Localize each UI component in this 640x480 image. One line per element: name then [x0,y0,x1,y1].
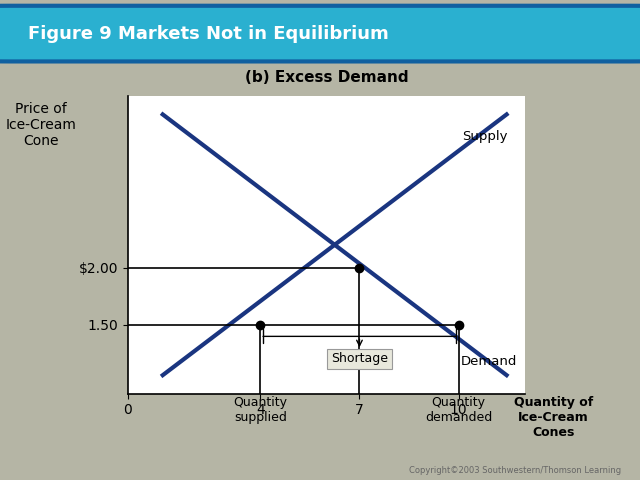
Text: Quantity of
Ice-Cream
Cones: Quantity of Ice-Cream Cones [514,396,593,439]
Text: (b) Excess Demand: (b) Excess Demand [244,71,408,85]
Text: Supply: Supply [462,130,508,143]
Text: Shortage: Shortage [331,352,388,365]
Y-axis label: Price of
Ice-Cream
Cone: Price of Ice-Cream Cone [5,102,76,148]
Text: Demand: Demand [460,355,516,368]
Text: Figure 9 Markets Not in Equilibrium: Figure 9 Markets Not in Equilibrium [28,24,389,43]
Text: Copyright©2003 Southwestern/Thomson Learning: Copyright©2003 Southwestern/Thomson Lear… [409,466,621,475]
Text: Quantity
demanded: Quantity demanded [425,396,492,424]
FancyBboxPatch shape [0,6,640,61]
Text: Quantity
supplied: Quantity supplied [233,396,287,424]
